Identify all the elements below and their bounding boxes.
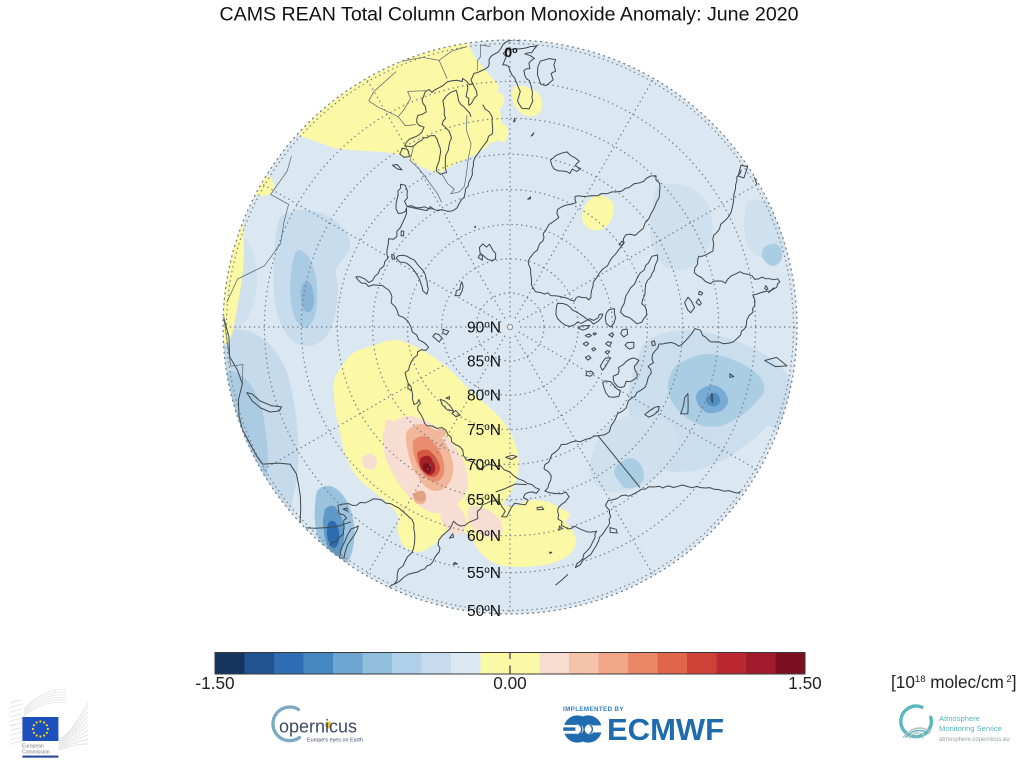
svg-text:[1018 molec/cm 2]: [1018 molec/cm 2] xyxy=(891,672,1017,692)
svg-text:90oN: 90oN xyxy=(467,319,501,336)
svg-text:Commission: Commission xyxy=(22,750,50,756)
svg-text:ECMWF: ECMWF xyxy=(607,712,724,747)
svg-text:Monitoring Service: Monitoring Service xyxy=(939,724,1002,733)
svg-text:CAMS REAN Total Column Carbon: CAMS REAN Total Column Carbon Monoxide A… xyxy=(219,4,798,26)
svg-text:Atmosphere: Atmosphere xyxy=(939,714,980,723)
svg-text:IMPLEMENTED BY: IMPLEMENTED BY xyxy=(563,706,624,713)
svg-text:50oN: 50oN xyxy=(467,603,501,620)
svg-text:-1.50: -1.50 xyxy=(195,673,234,693)
svg-text:60oN: 60oN xyxy=(467,528,501,545)
svg-text:0.00: 0.00 xyxy=(493,673,526,693)
svg-text:1.50: 1.50 xyxy=(788,673,821,693)
svg-text:Europe's eyes on Earth: Europe's eyes on Earth xyxy=(307,738,363,744)
svg-text:European: European xyxy=(22,744,44,750)
svg-text:70oN: 70oN xyxy=(467,457,501,474)
svg-text:85oN: 85oN xyxy=(467,353,501,370)
svg-text:atmosphere.copernicus.eu: atmosphere.copernicus.eu xyxy=(939,737,1010,743)
svg-text:opernicus: opernicus xyxy=(279,717,357,737)
svg-text:75oN: 75oN xyxy=(467,422,501,439)
svg-text:65oN: 65oN xyxy=(467,492,501,509)
svg-text:55oN: 55oN xyxy=(467,565,501,582)
svg-text:80oN: 80oN xyxy=(467,388,501,405)
